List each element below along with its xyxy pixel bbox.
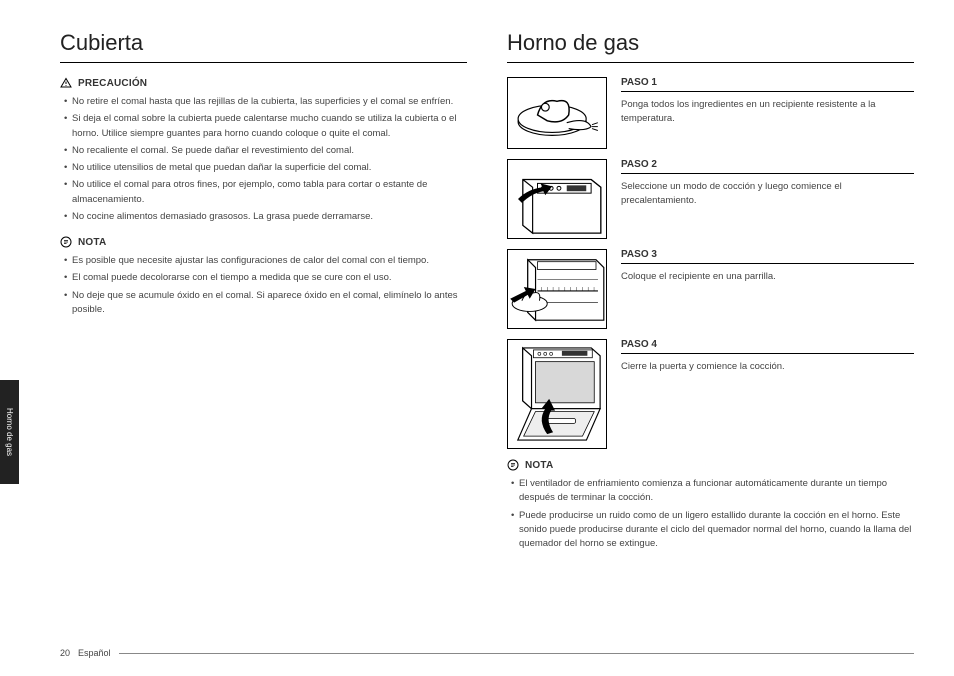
right-column: Horno de gas PASO 1 Ponga todos los ingr… — [507, 30, 914, 656]
note-header-left: NOTA — [60, 236, 467, 248]
note-list-right: El ventilador de enfriamiento comienza a… — [507, 477, 914, 551]
precaution-header: PRECAUCIÓN — [60, 77, 467, 89]
step-row-1: PASO 1 Ponga todos los ingredientes en u… — [507, 77, 914, 149]
step1-title: PASO 1 — [621, 77, 914, 92]
page-container: Cubierta PRECAUCIÓN No retire el comal h… — [0, 0, 954, 676]
note-label-right: NOTA — [525, 460, 553, 471]
precaution-label: PRECAUCIÓN — [78, 78, 147, 89]
note-icon — [507, 459, 519, 471]
note-icon — [60, 236, 72, 248]
list-item: El comal puede decolorarse con el tiempo… — [64, 271, 467, 285]
note-list-left: Es posible que necesite ajustar las conf… — [60, 254, 467, 317]
step-row-3: PASO 3 Coloque el recipiente en una parr… — [507, 249, 914, 329]
right-rule — [507, 62, 914, 63]
step4-text: PASO 4 Cierre la puerta y comience la co… — [621, 339, 914, 374]
right-title: Horno de gas — [507, 30, 914, 56]
step2-title: PASO 2 — [621, 159, 914, 174]
step4-desc: Cierre la puerta y comience la cocción. — [621, 360, 914, 374]
step1-illustration — [507, 77, 607, 149]
side-tab: Horno de gas — [0, 380, 19, 484]
page-language: Español — [78, 648, 111, 658]
left-rule — [60, 62, 467, 63]
precaution-list: No retire el comal hasta que las rejilla… — [60, 95, 467, 224]
step1-text: PASO 1 Ponga todos los ingredientes en u… — [621, 77, 914, 127]
list-item: Es posible que necesite ajustar las conf… — [64, 254, 467, 268]
step3-title: PASO 3 — [621, 249, 914, 264]
step2-desc: Seleccione un modo de cocción y luego co… — [621, 180, 914, 209]
step3-illustration — [507, 249, 607, 329]
step3-text: PASO 3 Coloque el recipiente en una parr… — [621, 249, 914, 284]
step4-illustration — [507, 339, 607, 449]
list-item: Si deja el comal sobre la cubierta puede… — [64, 112, 467, 141]
step1-desc: Ponga todos los ingredientes en un recip… — [621, 98, 914, 127]
list-item: El ventilador de enfriamiento comienza a… — [511, 477, 914, 506]
step2-text: PASO 2 Seleccione un modo de cocción y l… — [621, 159, 914, 209]
list-item: No cocine alimentos demasiado grasosos. … — [64, 210, 467, 224]
page-number: 20 — [60, 648, 70, 658]
note-header-right: NOTA — [507, 459, 914, 471]
list-item: No utilice utensilios de metal que pueda… — [64, 161, 467, 175]
step-row-2: PASO 2 Seleccione un modo de cocción y l… — [507, 159, 914, 239]
note-label-left: NOTA — [78, 237, 106, 248]
list-item: No retire el comal hasta que las rejilla… — [64, 95, 467, 109]
step-row-4: PASO 4 Cierre la puerta y comience la co… — [507, 339, 914, 449]
step3-desc: Coloque el recipiente en una parrilla. — [621, 270, 914, 284]
list-item: Puede producirse un ruido como de un lig… — [511, 509, 914, 552]
step4-title: PASO 4 — [621, 339, 914, 354]
footer-rule — [119, 653, 914, 654]
list-item: No deje que se acumule óxido en el comal… — [64, 289, 467, 318]
left-title: Cubierta — [60, 30, 467, 56]
step2-illustration — [507, 159, 607, 239]
page-footer: 20 Español — [60, 648, 914, 658]
list-item: No recaliente el comal. Se puede dañar e… — [64, 144, 467, 158]
left-column: Cubierta PRECAUCIÓN No retire el comal h… — [60, 30, 467, 656]
warning-icon — [60, 77, 72, 89]
list-item: No utilice el comal para otros fines, po… — [64, 178, 467, 207]
